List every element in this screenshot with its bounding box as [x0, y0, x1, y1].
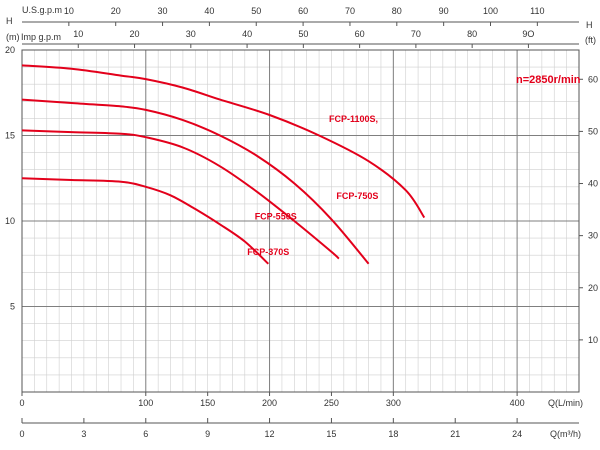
tick-label-impgpm: 40 — [242, 29, 252, 39]
tick-label-usgpm: 90 — [439, 6, 449, 16]
right-axis-unit: (ft) — [585, 35, 596, 45]
curve-fcp-1100s — [21, 64, 426, 219]
tick-label-ft: 20 — [588, 283, 598, 293]
tick-label-usgpm: 100 — [483, 6, 498, 16]
label-fcp-1100s: FCP-1100S, — [329, 114, 378, 124]
tick-label-usgpm: 30 — [158, 6, 168, 16]
tick-label-impgpm: 9O — [522, 29, 534, 39]
axes — [21, 21, 583, 424]
series-labels: FCP-370S FCP-550S FCP-750S FCP-1100S, — [247, 114, 378, 257]
left-axis-unit: (m) — [6, 32, 20, 42]
speed-note: n=2850r/min — [516, 74, 581, 86]
tick-label-m3h: 9 — [205, 429, 210, 439]
tick-label-m3h: 18 — [388, 429, 398, 439]
tick-label-m3h: 24 — [512, 429, 522, 439]
tick-label-ft: 60 — [588, 74, 598, 84]
tick-label-impgpm: 60 — [355, 29, 365, 39]
tick-label-m: 5 — [10, 302, 15, 312]
tick-label-lmin: 200 — [262, 398, 277, 408]
tick-label-usgpm: 20 — [111, 6, 121, 16]
tick-label-impgpm: 50 — [298, 29, 308, 39]
tick-label-impgpm: 30 — [186, 29, 196, 39]
tick-label-m3h: 21 — [450, 429, 460, 439]
tick-label-m3h: 3 — [81, 429, 86, 439]
tick-label-ft: 30 — [588, 231, 598, 241]
tick-label-ft: 10 — [588, 335, 598, 345]
tick-label-lmin: 300 — [386, 398, 401, 408]
tick-label-m3h: 6 — [143, 429, 148, 439]
tick-label-ft: 40 — [588, 179, 598, 189]
tick-label-usgpm: 80 — [392, 6, 402, 16]
tick-label-usgpm: 60 — [298, 6, 308, 16]
tick-label-lmin: 250 — [324, 398, 339, 408]
tick-label-usgpm: 40 — [204, 6, 214, 16]
major-grid — [22, 50, 579, 392]
tick-label-usgpm: 110 — [530, 6, 544, 16]
tick-label-m: 20 — [5, 45, 15, 55]
x-axis-title-m3h: Q(m³/h) — [550, 429, 581, 439]
tick-label-lmin: 100 — [138, 398, 153, 408]
tick-label-impgpm: 70 — [411, 29, 421, 39]
tick-label-lmin: 0 — [19, 398, 24, 408]
left-axis-title-h: H — [6, 16, 13, 26]
tick-labels: 0 100 150 200 250 300 400 0 3 6 9 12 15 18 21 24 10 20 30 4… — [5, 6, 598, 439]
tick-label-ft: 50 — [588, 126, 598, 136]
top-axis-title-usgpm: U.S.g.p.m — [22, 5, 62, 15]
curve-fcp-370s — [21, 177, 269, 265]
curve-fcp-550s — [21, 129, 340, 260]
tick-label-impgpm: 20 — [130, 29, 140, 39]
tick-label-m3h: 12 — [265, 429, 275, 439]
tick-label-m3h: 0 — [19, 429, 24, 439]
plot-frame — [21, 49, 580, 393]
tick-label-m: 15 — [5, 131, 15, 141]
right-axis-title-h: H — [586, 20, 593, 30]
tick-label-m3h: 15 — [326, 429, 336, 439]
label-fcp-370s: FCP-370S — [247, 247, 289, 257]
curve-fcp-750s — [21, 98, 370, 265]
x-axis-title-lmin: Q(L/min) — [548, 398, 583, 408]
top-axis-title-impgpm: Imp g.p.m — [21, 32, 61, 42]
label-fcp-550s: FCP-550S — [255, 211, 297, 221]
tick-label-impgpm: 80 — [467, 29, 477, 39]
label-fcp-750s: FCP-750S — [336, 191, 378, 201]
tick-label-usgpm: 70 — [345, 6, 355, 16]
series-curves — [21, 64, 426, 265]
tick-label-usgpm: 50 — [251, 6, 261, 16]
tick-label-lmin: 400 — [510, 398, 525, 408]
tick-label-usgpm: 10 — [64, 6, 74, 16]
tick-label-m: 10 — [5, 216, 15, 226]
tick-label-lmin: 150 — [200, 398, 215, 408]
tick-label-impgpm: 10 — [73, 29, 83, 39]
